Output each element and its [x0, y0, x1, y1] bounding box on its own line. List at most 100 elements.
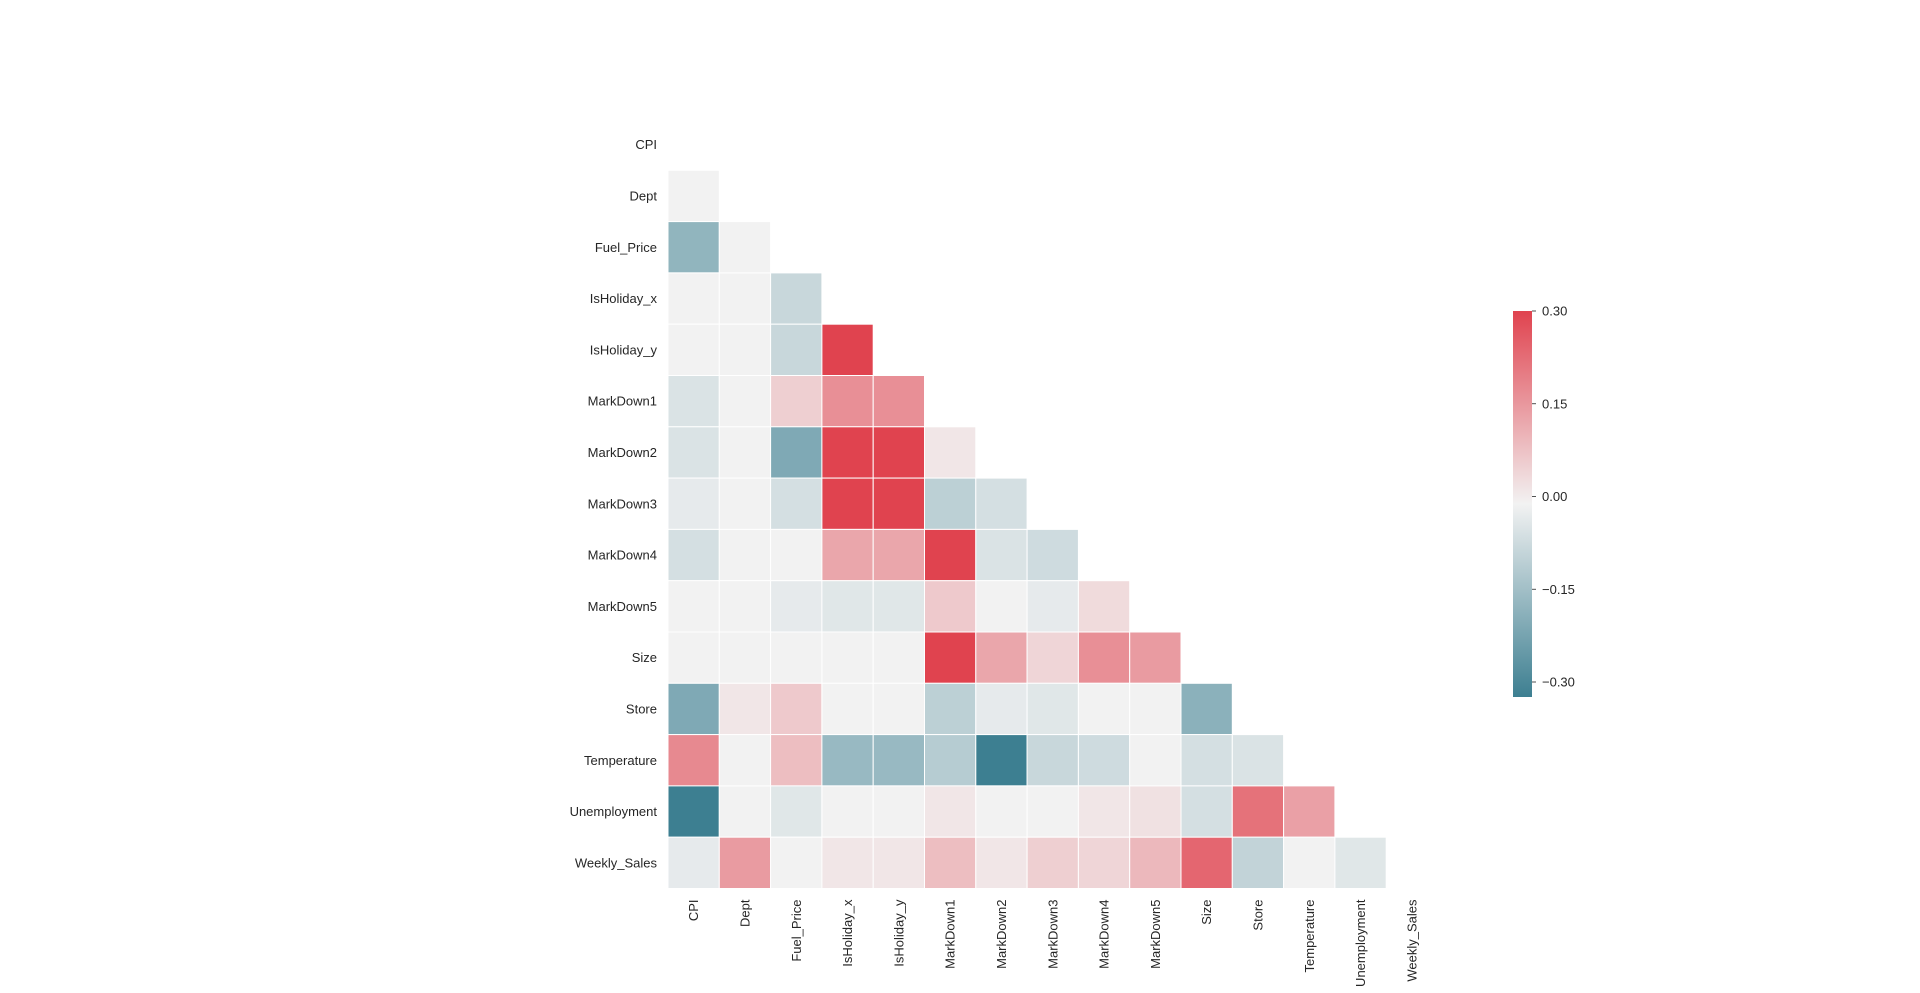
- heatmap-cell-markdown1-isholiday_y: [872, 375, 926, 428]
- heatmap-cell-unemployment-temperature: [1283, 785, 1336, 838]
- heatmap-cell-size-markdown4: [1077, 631, 1131, 684]
- heatmap-cell-markdown5-markdown4: [1077, 580, 1131, 633]
- x-tick-label: MarkDown5: [1148, 900, 1163, 969]
- x-tick-label: Size: [1199, 900, 1214, 925]
- heatmap-cell-markdown1-isholiday_x: [821, 375, 874, 428]
- heatmap-cell-markdown2-isholiday_x: [821, 426, 874, 479]
- heatmap-cell-unemployment-markdown1: [924, 785, 977, 838]
- heatmap-cell-markdown4-markdown2: [975, 528, 1028, 582]
- y-tick-label: Unemployment: [570, 804, 658, 819]
- x-tick-label: MarkDown3: [1045, 900, 1060, 969]
- heatmap-cell-weekly_sales-markdown2: [975, 836, 1028, 890]
- heatmap-cell-weekly_sales-cpi: [667, 836, 720, 890]
- y-tick-label: MarkDown5: [588, 599, 657, 614]
- heatmap-cell-temperature-cpi: [667, 734, 720, 787]
- y-tick-label: Size: [632, 650, 657, 665]
- heatmap-cell-isholiday_y-dept: [718, 323, 772, 377]
- heatmap-cell-temperature-isholiday_x: [821, 734, 874, 787]
- x-tick-label: IsHoliday_y: [891, 899, 906, 967]
- heatmap-cell-markdown1-cpi: [667, 375, 720, 428]
- heatmap-cell-isholiday_x-dept: [718, 272, 772, 325]
- heatmap-cell-store-cpi: [667, 682, 720, 736]
- y-tick-label: MarkDown3: [588, 496, 657, 511]
- y-tick-label: Dept: [630, 188, 658, 203]
- y-tick-label: Store: [626, 701, 657, 716]
- x-tick-label: Temperature: [1302, 900, 1317, 973]
- x-tick-label: CPI: [686, 900, 701, 922]
- heatmap-cell-unemployment-dept: [718, 785, 772, 838]
- heatmap-cell-size-isholiday_x: [821, 631, 874, 684]
- colorbar-ticks: 0.30 0.15 0.00 −0.15 −0.30: [1532, 304, 1575, 690]
- heatmap-cell-markdown3-markdown2: [975, 477, 1028, 530]
- heatmap-cell-markdown5-markdown3: [1026, 580, 1079, 633]
- heatmap-cell-weekly_sales-isholiday_x: [821, 836, 874, 890]
- y-tick-labels: CPI Dept Fuel_Price IsHoliday_x IsHoliday_y M…: [570, 137, 658, 870]
- heatmap-cell-unemployment-store: [1231, 785, 1285, 838]
- x-tick-labels: CPI Dept Fuel_Price IsHoliday_x IsHoliday_y M…: [686, 899, 1419, 987]
- heatmap-cell-markdown2-dept: [718, 426, 772, 479]
- heatmap-cell-weekly_sales-unemployment: [1334, 836, 1387, 890]
- heatmap-cell-unemployment-size: [1180, 785, 1233, 838]
- y-tick-label: Temperature: [584, 753, 657, 768]
- x-tick-label: MarkDown4: [1097, 900, 1112, 969]
- colorbar-tick-label: 0.15: [1542, 396, 1567, 411]
- heatmap-cell-markdown1-dept: [718, 375, 772, 428]
- colorbar: 0.30 0.15 0.00 −0.15 −0.30: [1513, 304, 1575, 697]
- x-tick-label: MarkDown1: [943, 900, 958, 969]
- heatmap-cell-weekly_sales-dept: [718, 836, 772, 890]
- y-tick-label: MarkDown4: [588, 548, 657, 563]
- heatmap-cell-temperature-fuel_price: [770, 734, 823, 787]
- heatmap-cell-temperature-markdown2: [975, 734, 1028, 787]
- heatmap-cell-store-markdown5: [1129, 682, 1182, 736]
- heatmap-cell-store-markdown3: [1026, 682, 1079, 736]
- x-tick-label: Store: [1250, 900, 1265, 931]
- heatmap-cell-size-isholiday_y: [872, 631, 926, 684]
- heatmap-cell-unemployment-isholiday_x: [821, 785, 874, 838]
- heatmap-cell-weekly_sales-fuel_price: [770, 836, 823, 890]
- heatmap-cell-dept-cpi: [667, 169, 720, 223]
- y-tick-label: IsHoliday_x: [590, 291, 658, 306]
- x-tick-label: MarkDown2: [994, 899, 1009, 968]
- heatmap-cell-isholiday_x-fuel_price: [770, 272, 823, 325]
- heatmap-cell-unemployment-fuel_price: [770, 785, 823, 838]
- y-tick-label: MarkDown1: [588, 394, 657, 409]
- y-tick-label: IsHoliday_y: [590, 342, 658, 357]
- heatmap-cell-markdown5-fuel_price: [770, 580, 823, 633]
- heatmap-cell-weekly_sales-temperature: [1283, 836, 1336, 890]
- heatmap-cell-weekly_sales-size: [1180, 836, 1233, 890]
- heatmap-cell-weekly_sales-markdown1: [924, 836, 977, 890]
- heatmap-cell-size-markdown1: [924, 631, 977, 684]
- heatmap-cell-markdown5-dept: [718, 580, 772, 633]
- heatmap-cell-markdown2-isholiday_y: [872, 426, 926, 479]
- y-tick-label: Weekly_Sales: [575, 855, 658, 870]
- colorbar-tick-label: 0.30: [1542, 304, 1567, 319]
- heatmap-cell-markdown4-cpi: [667, 528, 720, 582]
- heatmap-cell-size-markdown2: [975, 631, 1028, 684]
- heatmap-cell-unemployment-cpi: [667, 785, 720, 838]
- heatmap-cell-temperature-store: [1231, 734, 1285, 787]
- colorbar-tick-label: 0.00: [1542, 489, 1567, 504]
- heatmap-cell-markdown4-dept: [718, 528, 772, 582]
- heatmap-cell-fuel_price-dept: [718, 221, 772, 274]
- heatmap-cell-markdown5-isholiday_y: [872, 580, 926, 633]
- heatmap-cell-markdown3-isholiday_y: [872, 477, 926, 530]
- heatmap-cell-markdown5-cpi: [667, 580, 720, 633]
- x-tick-label: Dept: [737, 899, 752, 927]
- heatmap-cell-isholiday_y-isholiday_x: [821, 323, 874, 377]
- heatmap-cell-weekly_sales-store: [1231, 836, 1285, 890]
- heatmap-cell-markdown3-cpi: [667, 477, 720, 530]
- heatmap-cell-fuel_price-cpi: [667, 221, 720, 274]
- heatmap-cell-temperature-isholiday_y: [872, 734, 926, 787]
- heatmap-cell-store-markdown2: [975, 682, 1028, 736]
- heatmap-cell-markdown5-markdown2: [975, 580, 1028, 633]
- heatmap-cell-store-size: [1180, 682, 1233, 736]
- heatmap-cell-store-fuel_price: [770, 682, 823, 736]
- heatmap-cell-weekly_sales-isholiday_y: [872, 836, 926, 890]
- heatmap-cell-markdown4-isholiday_y: [872, 528, 926, 582]
- heatmap-cell-weekly_sales-markdown3: [1026, 836, 1079, 890]
- heatmap-cell-markdown1-fuel_price: [770, 375, 823, 428]
- heatmap-cell-unemployment-isholiday_y: [872, 785, 926, 838]
- y-tick-label: CPI: [635, 137, 657, 152]
- heatmap-cell-markdown5-markdown1: [924, 580, 977, 633]
- heatmap-cell-markdown3-markdown1: [924, 477, 977, 530]
